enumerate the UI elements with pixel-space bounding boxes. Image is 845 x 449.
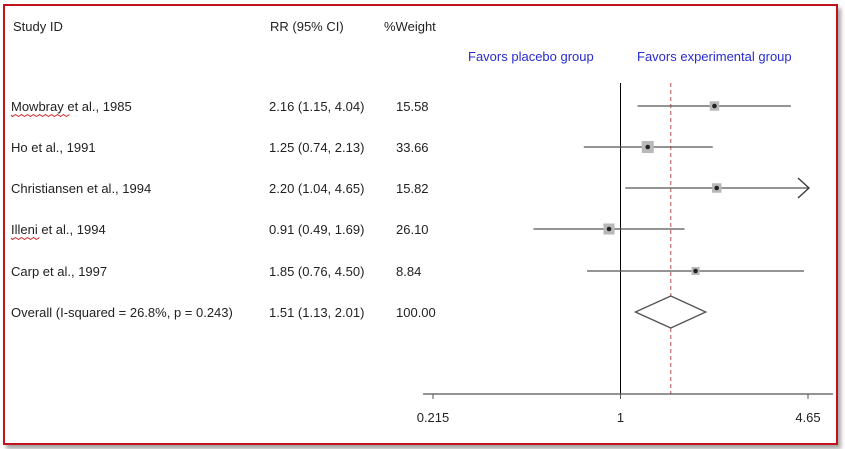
- rr-ci-label: 2.16 (1.15, 4.04): [269, 99, 364, 114]
- study-label: Illeni et al., 1994: [11, 222, 106, 237]
- weight-label: 33.66: [396, 140, 429, 155]
- favors-left-label: Favors placebo group: [468, 49, 594, 64]
- study-label: Mowbray et al., 1985: [11, 99, 132, 114]
- spellcheck-squiggle: [10, 236, 40, 241]
- point-estimate: [714, 185, 720, 191]
- rr-ci-label: 0.91 (0.49, 1.69): [269, 222, 364, 237]
- point-estimate: [693, 268, 698, 274]
- rr-ci-label: 1.25 (0.74, 2.13): [269, 140, 364, 155]
- x-tick-label: 0.215: [417, 410, 450, 425]
- rr-ci-label: 1.85 (0.76, 4.50): [269, 264, 364, 279]
- point-estimate: [606, 226, 612, 232]
- chart-frame: [3, 4, 838, 445]
- study-label: Ho et al., 1991: [11, 140, 96, 155]
- favors-right-label: Favors experimental group: [637, 49, 792, 64]
- header-rr-ci: RR (95% CI): [270, 19, 344, 34]
- study-label: Carp et al., 1997: [11, 264, 107, 279]
- study-label: Christiansen et al., 1994: [11, 181, 151, 196]
- ci-arrow: [797, 177, 810, 199]
- x-tick-label: 4.65: [795, 410, 820, 425]
- header-study-id: Study ID: [13, 19, 63, 34]
- weight-label: 15.82: [396, 181, 429, 196]
- weight-label: 100.00: [396, 305, 436, 320]
- point-estimate: [645, 144, 651, 150]
- rr-ci-label: 2.20 (1.04, 4.65): [269, 181, 364, 196]
- overall-diamond: [633, 295, 708, 329]
- x-tick-label: 1: [617, 410, 624, 425]
- weight-label: 8.84: [396, 264, 421, 279]
- rr-ci-label: 1.51 (1.13, 2.01): [269, 305, 364, 320]
- study-label: Overall (I-squared = 26.8%, p = 0.243): [11, 305, 233, 320]
- weight-label: 15.58: [396, 99, 429, 114]
- header-weight: %Weight: [384, 19, 436, 34]
- weight-label: 26.10: [396, 222, 429, 237]
- point-estimate: [712, 103, 717, 109]
- spellcheck-squiggle: [10, 113, 70, 118]
